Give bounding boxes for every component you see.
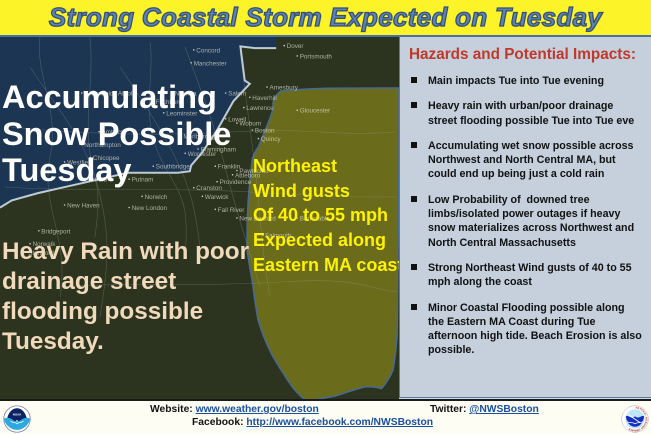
svg-text:★ ★ ★: ★ ★ ★ bbox=[632, 429, 639, 432]
svg-text:New Haven: New Haven bbox=[67, 203, 100, 210]
svg-text:Gloucester: Gloucester bbox=[300, 108, 330, 115]
svg-text:Lawrence: Lawrence bbox=[246, 105, 274, 112]
svg-text:Fall River: Fall River bbox=[218, 207, 245, 214]
svg-text:Dover: Dover bbox=[287, 43, 304, 50]
svg-text:Portsmouth: Portsmouth bbox=[300, 53, 333, 60]
svg-text:NOAA: NOAA bbox=[13, 413, 22, 417]
svg-text:New London: New London bbox=[132, 205, 168, 212]
svg-text:Norwich: Norwich bbox=[145, 194, 168, 201]
svg-text:Concord: Concord bbox=[196, 47, 220, 54]
svg-text:Amesbury: Amesbury bbox=[270, 85, 299, 92]
svg-text:Quincy: Quincy bbox=[261, 136, 281, 143]
svg-text:Warwick: Warwick bbox=[205, 194, 229, 201]
svg-text:Manchester: Manchester bbox=[194, 60, 227, 67]
svg-text:Boston: Boston bbox=[255, 128, 275, 135]
svg-text:Haverhill: Haverhill bbox=[252, 95, 276, 102]
svg-text:Bridgeport: Bridgeport bbox=[41, 228, 70, 235]
